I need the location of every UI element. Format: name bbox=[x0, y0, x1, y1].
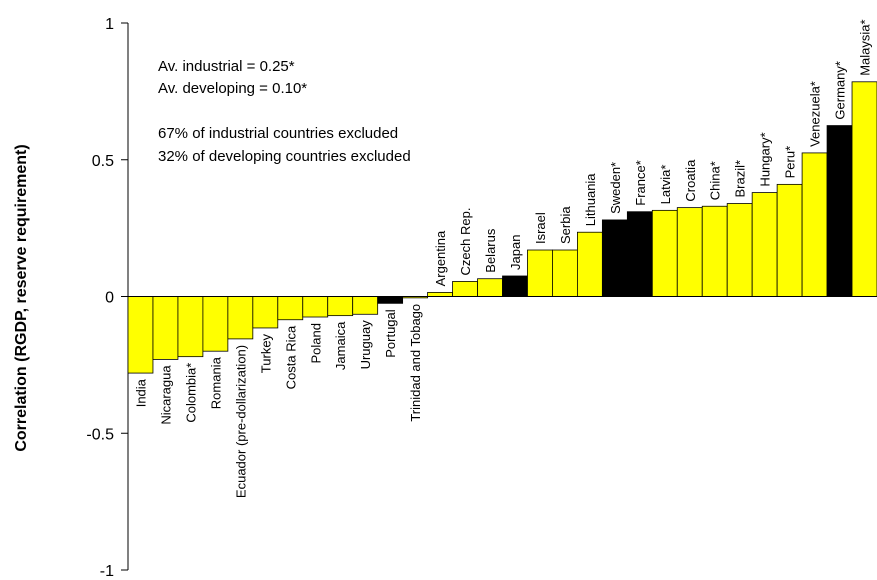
bar-label: Romania bbox=[208, 356, 223, 409]
bar-croatia bbox=[676, 207, 703, 297]
bar-label: Serbia bbox=[558, 206, 573, 244]
bar-india bbox=[127, 296, 154, 374]
bar-japan bbox=[502, 275, 528, 297]
bar-sweden bbox=[601, 219, 628, 297]
bar-label: Argentina bbox=[433, 230, 448, 286]
bar-label: India bbox=[133, 378, 148, 407]
bar-label: Jamaica bbox=[333, 321, 348, 370]
bar-venezuela bbox=[801, 152, 828, 297]
y-tick-label: 0.5 bbox=[92, 153, 114, 170]
bar-latvia bbox=[651, 209, 678, 297]
bar-belarus bbox=[477, 278, 503, 297]
bar-label: Croatia bbox=[683, 159, 698, 202]
bar-label: Japan bbox=[508, 235, 523, 270]
bar-label: Brazil* bbox=[733, 160, 748, 198]
bar-china bbox=[701, 205, 728, 297]
bar-label: Belarus bbox=[483, 228, 498, 273]
bar-costa-rica bbox=[277, 296, 304, 321]
y-tick-label: 0 bbox=[105, 290, 114, 307]
bar-label: Israel bbox=[533, 212, 548, 244]
annotation-text: Av. developing = 0.10* bbox=[158, 80, 307, 97]
y-axis: 1 0.5 0 -0.5 -1 bbox=[86, 16, 129, 580]
y-tick-label: -1 bbox=[100, 563, 114, 580]
y-tick-label: -0.5 bbox=[86, 426, 114, 443]
bar-label: Venezuela* bbox=[808, 81, 823, 147]
bar-label: France* bbox=[633, 160, 648, 206]
bar-label: Germany* bbox=[833, 61, 848, 120]
bar-uruguay bbox=[352, 296, 379, 315]
bar-lithuania bbox=[577, 231, 603, 297]
bar-label: Portugal bbox=[383, 309, 398, 358]
bar-label: Turkey bbox=[258, 333, 273, 373]
bar-nicaragua bbox=[152, 296, 179, 360]
bar-label: Malaysia* bbox=[858, 19, 873, 75]
y-tick-label: 1 bbox=[105, 16, 114, 33]
bar-label: Latvia* bbox=[658, 165, 673, 205]
bar-peru bbox=[776, 183, 803, 297]
bar-jamaica bbox=[327, 296, 354, 317]
bar-labels: India Nicaragua Colombia* Romania Ecuador (p… bbox=[133, 19, 872, 498]
bar-label: Uruguay bbox=[358, 320, 373, 370]
bar-turkey bbox=[252, 296, 279, 329]
bar-label: Costa Rica bbox=[283, 325, 298, 389]
bar-label: Czech Rep. bbox=[458, 208, 473, 276]
bar-label: China* bbox=[708, 161, 723, 200]
bar-germany bbox=[826, 125, 853, 297]
bars bbox=[127, 81, 877, 374]
bar-label: Ecuador (pre-dollarization) bbox=[233, 345, 248, 498]
bar-ecuador-pre-dollarization bbox=[227, 296, 254, 340]
bar-colombia bbox=[177, 296, 204, 358]
bar-label: Colombia* bbox=[183, 363, 198, 423]
bar-label: Sweden* bbox=[608, 162, 623, 214]
bar-france bbox=[626, 211, 653, 297]
bar-malaysia bbox=[851, 81, 877, 297]
bar-israel bbox=[527, 249, 553, 297]
annotation-text: 67% of industrial countries excluded bbox=[158, 125, 398, 142]
annotation-text: 32% of developing countries excluded bbox=[158, 148, 411, 165]
bar-label: Hungary* bbox=[758, 132, 773, 186]
bar-hungary bbox=[751, 192, 778, 297]
bar-portugal bbox=[377, 296, 404, 304]
bar-argentina bbox=[427, 291, 453, 297]
bar-label: Peru* bbox=[783, 146, 798, 179]
annotation-text: Av. industrial = 0.25* bbox=[158, 58, 295, 75]
bar-serbia bbox=[552, 249, 578, 297]
bar-brazil bbox=[726, 203, 753, 297]
bar-czech-rep bbox=[452, 281, 478, 297]
y-axis-label: Correlation (RGDP, reserve requirement) bbox=[13, 144, 30, 451]
bar-label: Trinidad and Tobago bbox=[408, 304, 423, 422]
annotations: Av. industrial = 0.25* Av. developing = 0… bbox=[158, 58, 411, 165]
bar-romania bbox=[202, 296, 229, 352]
bar-label: Nicaragua bbox=[158, 365, 173, 425]
bar-label: Poland bbox=[308, 323, 323, 363]
bar-label: Lithuania bbox=[583, 173, 598, 227]
bar-poland bbox=[302, 296, 329, 318]
